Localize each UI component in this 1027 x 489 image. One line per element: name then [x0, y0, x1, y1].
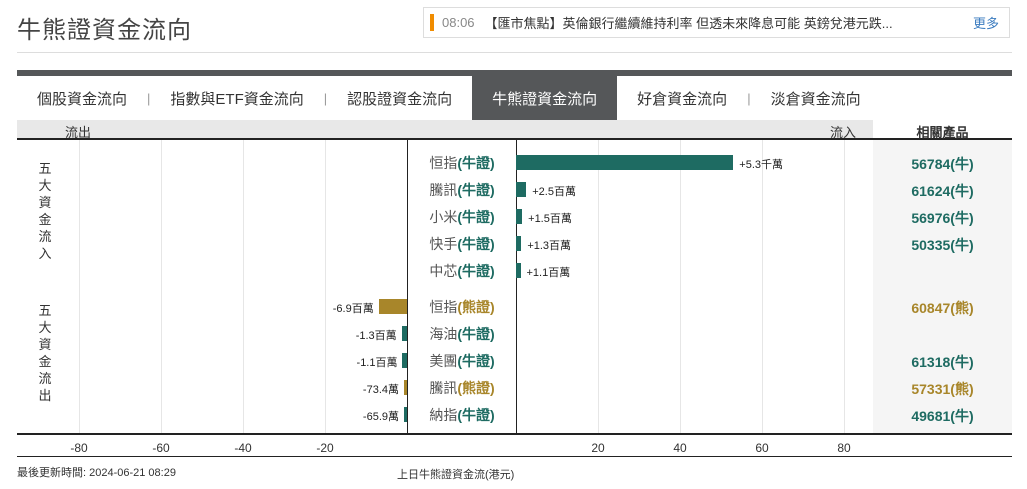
- flow-bar: [516, 155, 734, 170]
- news-ticker[interactable]: 08:06 【匯市焦點】英倫銀行繼續維持利率 但透未來降息可能 英鎊兌港元跌..…: [423, 7, 1010, 38]
- table-row: -1.3百萬 海油(牛證): [17, 319, 1012, 346]
- x-axis-label: 上日牛熊證資金流(港元): [397, 469, 515, 481]
- flow-value: +2.5百萬: [532, 186, 576, 198]
- tab-separator: |: [147, 90, 151, 106]
- flow-value: +1.5百萬: [528, 213, 572, 225]
- table-row: +1.1百萬 中芯(牛證): [17, 256, 1012, 283]
- x-tick: -20: [316, 441, 334, 455]
- table-row: -1.1百萬 美團(牛證) 61318(牛): [17, 346, 1012, 373]
- underlying-name[interactable]: 納指(牛證): [429, 407, 495, 423]
- table-row: -6.9百萬 恒指(熊證) 60847(熊): [17, 292, 1012, 319]
- underlying-name[interactable]: 中芯(牛證): [429, 263, 495, 279]
- related-product-link[interactable]: 57331(熊): [911, 381, 974, 397]
- news-more-link[interactable]: 更多: [972, 16, 999, 31]
- x-tick: 20: [591, 441, 605, 455]
- x-tick: -60: [152, 441, 170, 455]
- inflow-header: 流入: [830, 125, 857, 140]
- underlying-name[interactable]: 快手(牛證): [429, 236, 495, 252]
- flow-bar: [404, 407, 407, 422]
- x-tick: 80: [837, 441, 851, 455]
- x-tick: 40: [673, 441, 687, 455]
- tab-separator: |: [747, 90, 751, 106]
- flow-bar: [402, 353, 407, 368]
- flow-value: -73.4萬: [362, 384, 399, 396]
- tab-warrant-flow[interactable]: 認股證資金流向: [347, 90, 453, 108]
- tab-bar-top-border: [17, 70, 1012, 76]
- underlying-name[interactable]: 小米(牛證): [429, 209, 495, 225]
- related-products-column: [873, 140, 1012, 433]
- flow-value: -1.1百萬: [356, 357, 398, 369]
- x-tick: -80: [70, 441, 88, 455]
- flow-value: -1.3百萬: [355, 330, 397, 342]
- flow-bar: [401, 326, 407, 341]
- related-product-link[interactable]: 61318(牛): [911, 354, 974, 370]
- flow-value: -6.9百萬: [332, 303, 374, 315]
- flow-bar: [403, 380, 407, 395]
- flow-bar: [516, 182, 527, 197]
- tab-short-flow[interactable]: 淡倉資金流向: [770, 90, 861, 108]
- x-tick: -40: [234, 441, 252, 455]
- underlying-name[interactable]: 美團(牛證): [429, 353, 495, 369]
- tab-stock-flow[interactable]: 個股資金流向: [37, 90, 128, 108]
- related-product-link[interactable]: 56784(牛): [911, 156, 974, 172]
- flow-chart: 五大資金流入 五大資金流出 +5.3千萬 恒指(牛證) 56784(牛) +2.5百萬…: [17, 140, 1012, 435]
- news-headline-link[interactable]: 【匯市焦點】英倫銀行繼續維持利率 但透未來降息可能 英鎊兌港元跌...: [484, 16, 893, 31]
- gridline: [844, 140, 845, 433]
- flow-value: -65.9萬: [362, 411, 399, 423]
- tab-bar: 個股資金流向 | 指數與ETF資金流向 | 認股證資金流向 牛熊證資金流向 好倉…: [17, 76, 1012, 120]
- underlying-name[interactable]: 海油(牛證): [429, 326, 495, 342]
- news-accent-bar: [430, 14, 434, 31]
- gridline: [680, 140, 681, 433]
- related-products-header: 相關產品: [873, 120, 1012, 140]
- x-axis: -80 -60 -40 -20 20 40 60 80: [17, 437, 1012, 457]
- table-row: +1.3百萬 快手(牛證) 50335(牛): [17, 229, 1012, 256]
- gridline: [79, 140, 80, 433]
- related-product-link[interactable]: 50335(牛): [911, 237, 974, 253]
- chart-header: 流出 流入 相關產品: [17, 120, 1012, 140]
- related-product-link[interactable]: 49681(牛): [911, 408, 974, 424]
- table-row: +2.5百萬 騰訊(牛證) 61624(牛): [17, 175, 1012, 202]
- table-row: -73.4萬 騰訊(熊證) 57331(熊): [17, 373, 1012, 400]
- flow-value: +1.1百萬: [526, 267, 571, 279]
- underlying-name[interactable]: 恒指(牛證): [429, 155, 495, 171]
- related-product-link[interactable]: 61624(牛): [911, 183, 974, 199]
- flow-value: +1.3百萬: [527, 240, 572, 252]
- related-product-link[interactable]: 56976(牛): [911, 210, 974, 226]
- tab-index-etf-flow[interactable]: 指數與ETF資金流向: [170, 90, 304, 108]
- news-time: 08:06: [442, 15, 475, 30]
- gridline: [243, 140, 244, 433]
- tab-separator: |: [323, 90, 328, 106]
- gridline: [598, 140, 599, 433]
- title-divider: [17, 52, 1012, 53]
- table-row: +1.5百萬 小米(牛證) 56976(牛): [17, 202, 1012, 229]
- axis-zero-left: [407, 140, 408, 433]
- gridline: [762, 140, 763, 433]
- outflow-section-label: 五大資金流出: [38, 303, 52, 403]
- tab-long-flow[interactable]: 好倉資金流向: [637, 90, 728, 108]
- last-updated: 最後更新時間: 2024-06-21 08:29: [17, 467, 176, 479]
- underlying-name[interactable]: 恒指(熊證): [429, 299, 495, 315]
- related-product-link[interactable]: 60847(熊): [911, 300, 974, 316]
- table-row: -65.9萬 納指(牛證) 49681(牛): [17, 400, 1012, 427]
- page-title: 牛熊證資金流向: [17, 17, 192, 44]
- flow-bar: [516, 236, 522, 251]
- flow-bar: [516, 263, 521, 278]
- gridline: [161, 140, 162, 433]
- x-tick: 60: [755, 441, 769, 455]
- underlying-name[interactable]: 騰訊(牛證): [429, 182, 495, 198]
- tab-cbbc-flow[interactable]: 牛熊證資金流向: [472, 76, 618, 120]
- flow-value: +5.3千萬: [739, 159, 784, 171]
- axis-zero-right: [516, 140, 517, 433]
- table-row: +5.3千萬 恒指(牛證) 56784(牛): [17, 148, 1012, 175]
- flow-bar: [378, 299, 407, 314]
- inflow-section-label: 五大資金流入: [38, 161, 52, 261]
- outflow-header: 流出: [65, 125, 92, 140]
- underlying-name[interactable]: 騰訊(熊證): [429, 380, 495, 396]
- flow-bar: [516, 209, 523, 224]
- gridline: [325, 140, 326, 433]
